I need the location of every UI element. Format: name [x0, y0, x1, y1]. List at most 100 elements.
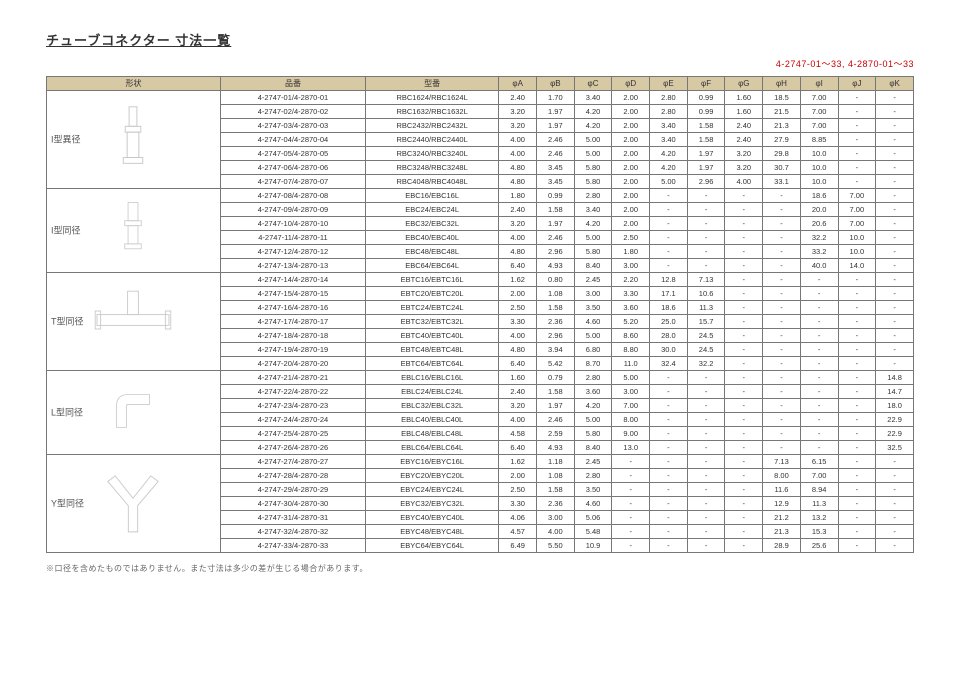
dim-cell: 24.5 [687, 329, 725, 343]
dim-cell: - [687, 217, 725, 231]
dim-cell: - [687, 385, 725, 399]
kataban-cell: RBC3248/RBC3248L [365, 161, 498, 175]
dim-cell: - [838, 287, 876, 301]
dim-cell: 1.97 [687, 147, 725, 161]
dim-cell: 3.30 [499, 497, 537, 511]
hinban-cell: 4-2747-01/4-2870-01 [220, 91, 365, 105]
dim-cell: 1.62 [499, 273, 537, 287]
dim-cell: 2.40 [499, 203, 537, 217]
kataban-cell: EBC48/EBC48L [365, 245, 498, 259]
dim-cell: 5.00 [574, 231, 612, 245]
dim-cell: 4.80 [499, 245, 537, 259]
dim-cell: - [650, 385, 688, 399]
shape-diagram [94, 254, 172, 264]
kataban-cell: RBC2440/RBC2440L [365, 133, 498, 147]
dim-cell: 5.00 [574, 329, 612, 343]
dim-cell: 14.0 [838, 259, 876, 273]
dim-cell: - [800, 385, 838, 399]
dim-cell: - [725, 399, 763, 413]
shape-label: I型同径 [51, 225, 81, 236]
dim-cell: 8.40 [574, 441, 612, 455]
dim-cell: 3.50 [574, 301, 612, 315]
kataban-cell: EBYC48/EBYC48L [365, 525, 498, 539]
dim-cell: - [687, 189, 725, 203]
dim-cell: - [612, 455, 650, 469]
dim-cell: - [763, 231, 801, 245]
kataban-cell: EBC32/EBC32L [365, 217, 498, 231]
dim-cell: 4.60 [574, 315, 612, 329]
col-header: 品番 [220, 77, 365, 91]
dim-cell: 1.18 [537, 455, 575, 469]
dim-cell: 2.80 [650, 105, 688, 119]
page: チューブコネクター 寸法一覧 4-2747-01～33, 4-2870-01～3… [0, 0, 960, 679]
dim-cell: 2.40 [725, 133, 763, 147]
hinban-cell: 4-2747-33/4-2870-33 [220, 539, 365, 553]
hinban-cell: 4-2747-15/4-2870-15 [220, 287, 365, 301]
dim-cell: 2.00 [612, 147, 650, 161]
dim-cell: - [800, 329, 838, 343]
dim-cell: 2.00 [499, 287, 537, 301]
kataban-cell: EBTC24/EBTC24L [365, 301, 498, 315]
dim-cell: 1.60 [725, 91, 763, 105]
dim-cell: 7.00 [612, 399, 650, 413]
dim-cell: 0.99 [687, 105, 725, 119]
dim-cell: 2.00 [612, 91, 650, 105]
kataban-cell: EBYC32/EBYC32L [365, 497, 498, 511]
hinban-cell: 4-2747-12/4-2870-12 [220, 245, 365, 259]
dim-cell: - [838, 525, 876, 539]
dim-cell: 2.00 [612, 175, 650, 189]
dim-cell: 21.3 [763, 119, 801, 133]
kataban-cell: EBLC48/EBLC48L [365, 427, 498, 441]
dim-cell: - [876, 189, 914, 203]
hinban-cell: 4-2747-25/4-2870-25 [220, 427, 365, 441]
dim-cell: - [876, 455, 914, 469]
dim-cell: - [725, 287, 763, 301]
dim-cell: 32.2 [800, 231, 838, 245]
kataban-cell: EBTC32/EBTC32L [365, 315, 498, 329]
dim-cell: - [612, 525, 650, 539]
dim-cell: 8.40 [574, 259, 612, 273]
dim-cell: 2.59 [537, 427, 575, 441]
dim-cell: 7.13 [763, 455, 801, 469]
dim-cell: - [763, 259, 801, 273]
hinban-cell: 4-2747-26/4-2870-26 [220, 441, 365, 455]
dim-cell: - [650, 525, 688, 539]
dim-cell: - [725, 357, 763, 371]
dim-cell: 8.60 [612, 329, 650, 343]
dim-cell: - [650, 469, 688, 483]
dim-cell: 5.00 [574, 413, 612, 427]
dim-cell: 4.00 [725, 175, 763, 189]
dim-cell: - [763, 315, 801, 329]
dim-cell: - [725, 511, 763, 525]
dim-cell: 25.0 [650, 315, 688, 329]
hinban-cell: 4-2747-18/4-2870-18 [220, 329, 365, 343]
dim-cell: 1.70 [537, 91, 575, 105]
dim-cell: 6.15 [800, 455, 838, 469]
dim-cell: - [838, 441, 876, 455]
dim-cell: 5.50 [537, 539, 575, 553]
dim-cell: 5.00 [650, 175, 688, 189]
dim-cell: - [876, 91, 914, 105]
dim-cell: 2.80 [574, 371, 612, 385]
table-head: 形状品番型番φAφBφCφDφEφFφGφHφIφJφK [47, 77, 914, 91]
dim-cell: 0.99 [537, 189, 575, 203]
dim-cell: - [687, 203, 725, 217]
dim-cell: 6.40 [499, 357, 537, 371]
dim-cell: 8.70 [574, 357, 612, 371]
dim-cell: - [725, 385, 763, 399]
dim-cell: 4.60 [574, 497, 612, 511]
dim-cell: 4.80 [499, 175, 537, 189]
dim-cell: 5.00 [574, 133, 612, 147]
shape-cell: I型異径 [47, 91, 221, 189]
dim-cell: 14.7 [876, 385, 914, 399]
dim-cell: 30.7 [763, 161, 801, 175]
dim-cell: 5.80 [574, 427, 612, 441]
dim-cell: 2.80 [650, 91, 688, 105]
dim-cell: - [876, 245, 914, 259]
dim-cell: 22.9 [876, 413, 914, 427]
dim-cell: 2.36 [537, 497, 575, 511]
dim-cell: 25.6 [800, 539, 838, 553]
dim-cell: - [687, 455, 725, 469]
dim-cell: - [876, 511, 914, 525]
dim-cell: 5.20 [612, 315, 650, 329]
